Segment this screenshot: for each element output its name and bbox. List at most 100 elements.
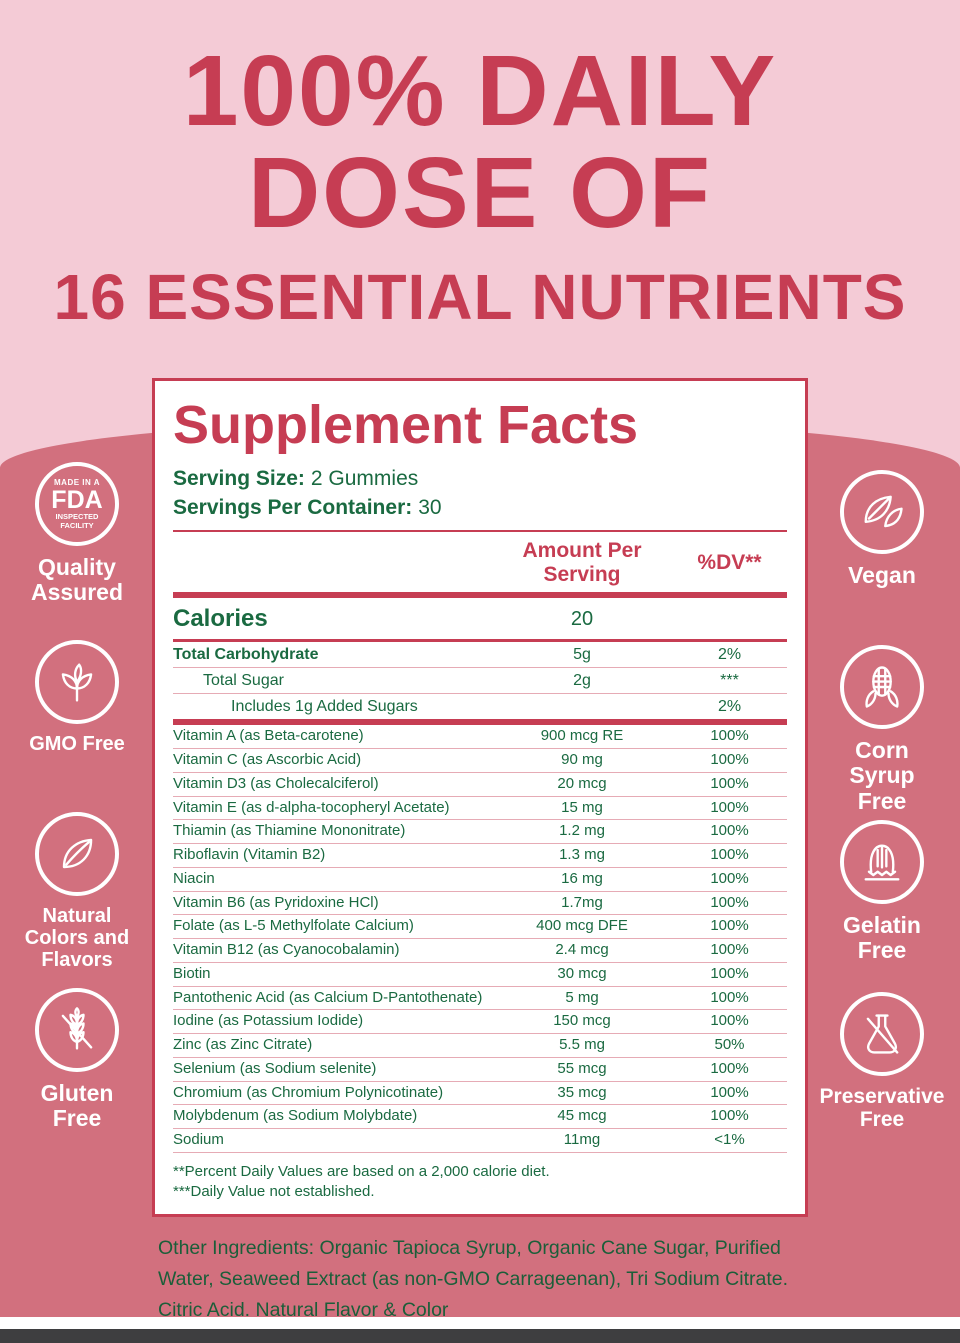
nutrient-name: Vitamin C (as Ascorbic Acid) bbox=[173, 751, 362, 769]
nutrient-name: Selenium (as Sodium selenite) bbox=[173, 1059, 377, 1077]
nutrient-row: Selenium (as Sodium selenite) 55 mcg 100… bbox=[173, 1058, 787, 1082]
fda-text: FDA bbox=[51, 485, 103, 514]
nutrient-row: Vitamin A (as Beta-carotene) 900 mcg RE … bbox=[173, 725, 787, 750]
nutrient-dv: 50% bbox=[714, 1036, 745, 1054]
headline-line2: DOSE OF bbox=[247, 137, 713, 249]
nutrient-row: Total Carbohydrate 5g 2% bbox=[173, 642, 787, 669]
gelatin-free-badge: Gelatin Free bbox=[817, 820, 947, 964]
nutrient-row: Sodium 11mg <1% bbox=[173, 1129, 787, 1153]
nutrient-amount: 1.2 mg bbox=[559, 822, 605, 840]
nutrient-row: Vitamin E (as d-alpha-tocopheryl Acetate… bbox=[173, 797, 787, 821]
nutrient-amount: 11mg bbox=[563, 1131, 601, 1149]
fda-bottom-text: INSPECTED FACILITY bbox=[55, 512, 99, 530]
vitamins-section: Vitamin A (as Beta-carotene) 900 mcg RE … bbox=[173, 725, 787, 1153]
fda-badge-icon: MADE IN A FDA INSPECTED FACILITY bbox=[35, 462, 119, 546]
nutrient-amount: 1.3 mg bbox=[559, 846, 605, 864]
badge-label: GMO Free bbox=[29, 733, 125, 755]
nutrient-name: Molybdenum (as Sodium Molybdate) bbox=[173, 1107, 418, 1125]
nutrient-amount: 45 mcg bbox=[557, 1107, 607, 1125]
nutrient-row: Zinc (as Zinc Citrate) 5.5 mg 50% bbox=[173, 1034, 787, 1058]
nutrient-amount: 5g bbox=[573, 646, 591, 664]
nutrient-row: Biotin 30 mcg 100% bbox=[173, 963, 787, 987]
nutrient-dv: 2% bbox=[717, 698, 742, 716]
nutrient-amount: 150 mcg bbox=[553, 1012, 611, 1030]
nutrient-dv: 100% bbox=[710, 964, 749, 982]
nutrient-amount: 30 mcg bbox=[557, 964, 607, 982]
badge-label: Preservative Free bbox=[819, 1085, 945, 1132]
nutrient-name: Total Sugar bbox=[203, 672, 284, 690]
nutrient-name: Vitamin B6 (as Pyridoxine HCl) bbox=[173, 893, 379, 911]
nutrient-dv: *** bbox=[720, 672, 739, 690]
leaf-icon bbox=[35, 812, 119, 896]
nutrient-name: Folate (as L-5 Methylfolate Calcium) bbox=[173, 917, 414, 935]
nutrient-row: Riboflavin (Vitamin B2) 1.3 mg 100% bbox=[173, 844, 787, 868]
gmo-free-badge: GMO Free bbox=[12, 640, 142, 755]
nutrient-name: Thiamin (as Thiamine Mononitrate) bbox=[173, 822, 406, 840]
nutrient-dv: 100% bbox=[710, 846, 749, 864]
servings-per-container-line: Servings Per Container: 30 bbox=[173, 493, 787, 522]
servings-value: 30 bbox=[418, 496, 442, 520]
nutrient-dv: 100% bbox=[710, 941, 749, 959]
nutrient-name: Iodine (as Potassium Iodide) bbox=[173, 1012, 364, 1030]
nutrient-amount: 90 mg bbox=[561, 751, 603, 769]
vegan-leaves-icon bbox=[840, 470, 924, 554]
nutrient-amount: 55 mcg bbox=[557, 1059, 607, 1077]
nutrient-name: Zinc (as Zinc Citrate) bbox=[173, 1036, 313, 1054]
nutrient-dv: 100% bbox=[710, 798, 749, 816]
calories-value: 20 bbox=[570, 607, 594, 630]
nutrient-dv: 100% bbox=[710, 822, 749, 840]
dv-header: %DV** bbox=[697, 551, 762, 575]
nutrient-dv: 100% bbox=[710, 988, 749, 1006]
badge-label: Corn Syrup Free bbox=[849, 737, 915, 814]
vegan-badge: Vegan bbox=[817, 470, 947, 588]
flask-crossed-icon bbox=[840, 992, 924, 1076]
panel-title: Supplement Facts bbox=[173, 395, 639, 455]
nutrient-amount: 400 mcg DFE bbox=[536, 917, 628, 935]
nutrient-name: Vitamin E (as d-alpha-tocopheryl Acetate… bbox=[173, 798, 450, 816]
nutrient-name: Includes 1g Added Sugars bbox=[231, 698, 418, 716]
serving-size-value: 2 Gummies bbox=[310, 466, 419, 490]
natural-colors-badge: Natural Colors and Flavors bbox=[12, 812, 142, 971]
serving-size-label: Serving Size: bbox=[173, 466, 305, 490]
corn-syrup-free-badge: Corn Syrup Free bbox=[817, 645, 947, 814]
preservative-free-badge: Preservative Free bbox=[817, 992, 947, 1131]
badge-label: Gelatin Free bbox=[843, 912, 921, 964]
nutrient-row: Iodine (as Potassium Iodide) 150 mcg 100… bbox=[173, 1010, 787, 1035]
nutrient-row: Niacin 16 mg 100% bbox=[173, 868, 787, 892]
mid-divider bbox=[173, 639, 787, 643]
nutrient-name: Riboflavin (Vitamin B2) bbox=[173, 846, 326, 864]
nutrient-name: Niacin bbox=[173, 869, 215, 887]
serving-size-line: Serving Size: 2 Gummies bbox=[173, 464, 787, 493]
nutrient-amount: 35 mcg bbox=[557, 1083, 607, 1101]
badge-label: Gluten Free bbox=[40, 1080, 114, 1132]
nutrient-name: Vitamin D3 (as Cholecalciferol) bbox=[173, 774, 379, 792]
headline-line3: 16 ESSENTIAL NUTRIENTS bbox=[53, 261, 907, 333]
nutrient-name: Pantothenic Acid (as Calcium D-Pantothen… bbox=[173, 988, 483, 1006]
nutrient-dv: 100% bbox=[710, 751, 749, 769]
nutrient-row: Includes 1g Added Sugars 2% bbox=[173, 694, 787, 719]
nutrient-row: Chromium (as Chromium Polynicotinate) 35… bbox=[173, 1082, 787, 1106]
nutrient-name: Sodium bbox=[173, 1131, 224, 1149]
servings-label: Servings Per Container: bbox=[173, 496, 413, 520]
gluten-free-badge: Gluten Free bbox=[12, 988, 142, 1132]
nutrient-row: Molybdenum (as Sodium Molybdate) 45 mcg … bbox=[173, 1105, 787, 1130]
nutrient-dv: 100% bbox=[710, 1012, 749, 1030]
nutrient-amount: 15 mg bbox=[561, 798, 603, 816]
thin-divider bbox=[173, 530, 787, 533]
fda-top-text: MADE IN A bbox=[54, 477, 100, 487]
nutrient-dv: <1% bbox=[714, 1131, 745, 1149]
nutrient-row: Vitamin C (as Ascorbic Acid) 90 mg 100% bbox=[173, 749, 787, 773]
corn-icon bbox=[840, 645, 924, 729]
nutrient-row: Vitamin B12 (as Cyanocobalamin) 2.4 mcg … bbox=[173, 939, 787, 963]
nutrient-dv: 100% bbox=[710, 869, 749, 887]
nutrient-amount: 2g bbox=[573, 672, 591, 690]
badge-label: Natural Colors and Flavors bbox=[24, 905, 130, 971]
nutrient-dv: 100% bbox=[710, 1107, 749, 1125]
nutrient-row: Pantothenic Acid (as Calcium D-Pantothen… bbox=[173, 987, 787, 1011]
nutrient-dv: 100% bbox=[710, 774, 749, 792]
nutrient-row: Thiamin (as Thiamine Mononitrate) 1.2 mg… bbox=[173, 820, 787, 845]
nutrient-name: Chromium (as Chromium Polynicotinate) bbox=[173, 1083, 444, 1101]
sprout-icon bbox=[35, 640, 119, 724]
headline-line1: 100% DAILY bbox=[182, 35, 778, 147]
nutrient-row: Folate (as L-5 Methylfolate Calcium) 400… bbox=[173, 915, 787, 940]
